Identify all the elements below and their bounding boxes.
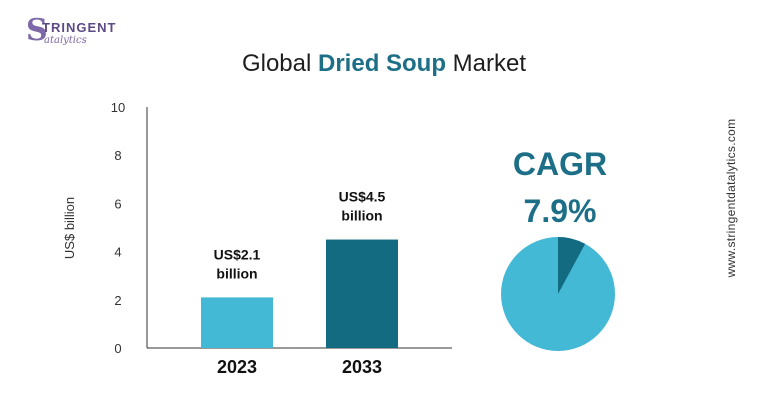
website-url: www.stringentdatalytics.com (724, 118, 738, 278)
pie-cagr-slice (558, 237, 586, 294)
title-suffix: Market (446, 50, 527, 77)
y-tick-label: 4 (114, 245, 121, 260)
y-tick-label: 0 (114, 341, 121, 356)
bar-2023 (201, 297, 273, 348)
title-prefix: Global (241, 50, 318, 77)
cagr-label: CAGR (512, 146, 608, 182)
y-tick-label: 10 (111, 100, 125, 115)
logo-top-text: TRINGENT (42, 20, 117, 35)
y-tick-label: 8 (114, 148, 121, 163)
y-tick-label: 6 (114, 196, 121, 211)
y-axis-label: US$ billion (62, 197, 77, 259)
company-logo: S TRINGENT atalytics (26, 16, 136, 56)
bar-2033 (326, 239, 398, 348)
page-title: Global Dried Soup Market (0, 50, 768, 78)
data-label: billion (216, 265, 257, 281)
title-highlight: Dried Soup (318, 50, 447, 77)
cagr-value: 7.9% (523, 193, 597, 229)
x-tick-label: 2033 (342, 357, 382, 377)
y-tick-label: 2 (114, 293, 121, 308)
logo-mark: S (26, 13, 48, 48)
data-label: US$4.5 (339, 189, 386, 205)
x-tick-label: 2023 (217, 357, 257, 377)
logo-bottom-text: atalytics (44, 35, 87, 46)
data-label: US$2.1 (214, 246, 261, 262)
data-label: billion (341, 208, 382, 224)
